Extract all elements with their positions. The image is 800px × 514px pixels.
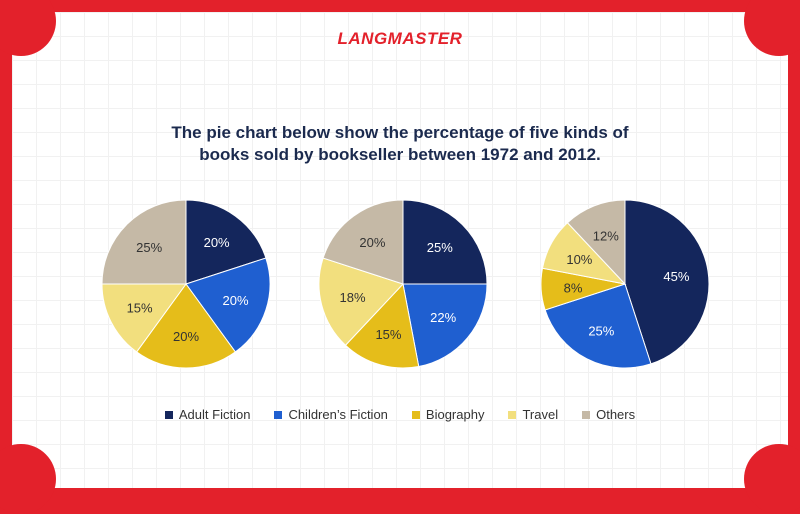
slice-data-label: 20% (173, 329, 199, 344)
legend-label: Others (596, 407, 636, 422)
legend-item-biography: Biography (411, 407, 485, 422)
pie-slice-adult-fiction (402, 199, 488, 285)
legend-swatch (582, 410, 591, 419)
slice-data-label: 25% (588, 323, 614, 338)
slice-data-label: 15% (375, 327, 401, 342)
slice-data-label: 22% (430, 310, 456, 325)
slice-data-label: 8% (564, 280, 583, 295)
slice-data-label: 12% (593, 229, 619, 244)
slice-data-label: 10% (566, 252, 592, 267)
pie-slice-others (101, 199, 187, 285)
legend-label: Biography (425, 407, 485, 422)
legend-item-adult-fiction: Adult Fiction (164, 407, 251, 422)
legend-label: Travel (522, 407, 559, 422)
legend-item-travel: Travel (508, 407, 558, 422)
legend-label: Adult Fiction (178, 407, 251, 422)
slice-data-label: 20% (223, 293, 249, 308)
pie-slice-childrens-fiction (402, 283, 488, 368)
pie-slice-travel (101, 283, 187, 353)
pie-chart-1: 20% 20% 20% 15% 25% (101, 199, 271, 369)
legend-swatch (274, 410, 283, 419)
legend-swatch (411, 410, 420, 419)
slice-data-label: 15% (127, 301, 153, 316)
legend: Adult Fiction Children’s Fiction Biograp… (0, 407, 800, 422)
brand-logo: LANGMASTER (337, 29, 463, 48)
slice-data-label: 25% (136, 240, 162, 255)
legend-item-others: Others (582, 407, 635, 422)
pie-slice-adult-fiction (185, 199, 267, 285)
slice-data-label: 20% (204, 235, 230, 250)
legend-item-childrens-fiction: Children’s Fiction (274, 407, 388, 422)
pie-slice-adult-fiction (624, 199, 710, 365)
pie-slice-childrens-fiction (544, 283, 652, 369)
pie-charts: 20% 20% 20% 15% 25% 25% 22% 15% 18% 20% 45% 25% 8% 10… (101, 199, 710, 369)
chart-title: The pie chart below show the percentage … (120, 122, 680, 166)
pie-slice-biography (135, 283, 237, 369)
pie-slice-others (566, 199, 626, 286)
pie-slice-biography (344, 282, 420, 369)
slice-data-label: 20% (359, 235, 385, 250)
chart-title-line-1: The pie chart below show the percentage … (171, 123, 629, 142)
slice-data-label: 45% (663, 269, 689, 284)
pie-chart-3: 45% 25% 8% 10%12% (540, 199, 710, 369)
slice-data-label: 25% (427, 240, 453, 255)
pie-chart-2: 25% 22% 15% 18% 20% (318, 199, 488, 369)
pie-slice-childrens-fiction (185, 257, 271, 353)
slice-data-label: 18% (340, 290, 366, 305)
legend-label: Children’s Fiction (288, 407, 388, 422)
legend-swatch (164, 410, 173, 419)
legend-swatch (508, 410, 517, 419)
pie-slice-others (322, 199, 404, 285)
pie-slice-travel (318, 257, 404, 346)
chart-title-line-2: books sold by bookseller between 1972 an… (199, 145, 601, 164)
